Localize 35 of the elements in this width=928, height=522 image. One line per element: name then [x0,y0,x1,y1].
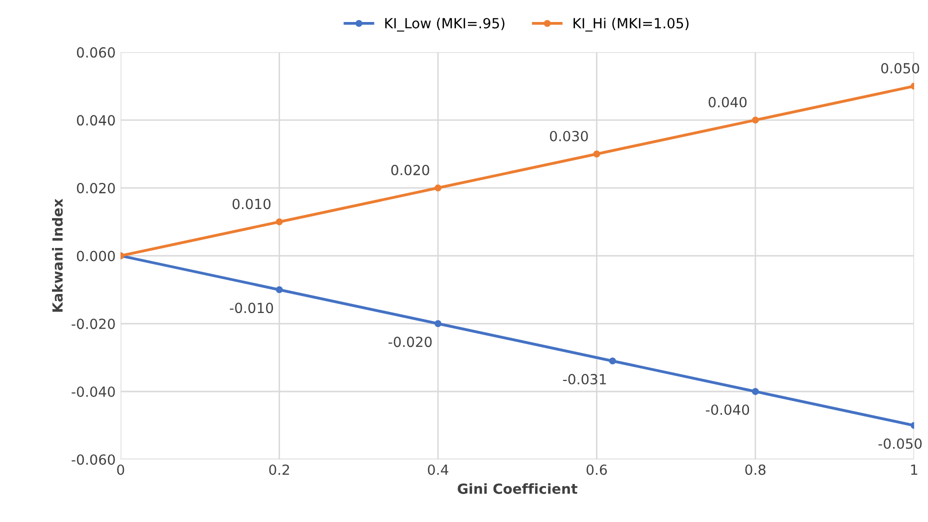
data-label: 0.050 [881,62,920,74]
y-tick-label: 0.060 [76,47,115,58]
x-tick-label: 1 [911,464,918,475]
x-tick-label: 0.4 [428,464,448,475]
point [276,286,283,294]
y-tick-label: -0.040 [72,386,115,397]
x-axis-title: Gini Coefficient [458,483,578,494]
data-label: 0.010 [232,198,271,210]
data-label: -0.050 [878,438,922,449]
data-label: -0.040 [706,404,750,415]
data-label: 0.020 [391,164,430,176]
point [752,388,759,395]
data-label: 0.040 [708,96,747,108]
point [752,116,759,124]
point [609,357,616,364]
data-label: 0.030 [550,130,588,142]
y-tick-label: -0.060 [72,454,115,465]
y-axis-title: Kakwani Index [52,198,63,312]
x-tick-label: 0.6 [586,464,607,475]
legend-label: KI_Hi (MKI=1.05) [574,18,689,32]
x-tick-label: 0 [117,464,124,475]
data-label: -0.010 [230,302,274,314]
data-label: -0.020 [388,336,432,348]
y-tick-label: 0.040 [76,115,115,126]
point [434,320,442,328]
point [276,218,283,226]
y-tick-label: 0.000 [76,250,115,262]
y-tick-label: -0.020 [72,318,115,330]
x-tick-label: 0.8 [745,464,766,475]
point [593,150,600,158]
point [434,184,442,192]
data-label: -0.031 [563,374,606,384]
x-tick-label: 0.2 [269,464,289,475]
legend-label: KI_Low (MKI=.95) [385,18,504,32]
y-tick-label: 0.020 [76,182,115,194]
